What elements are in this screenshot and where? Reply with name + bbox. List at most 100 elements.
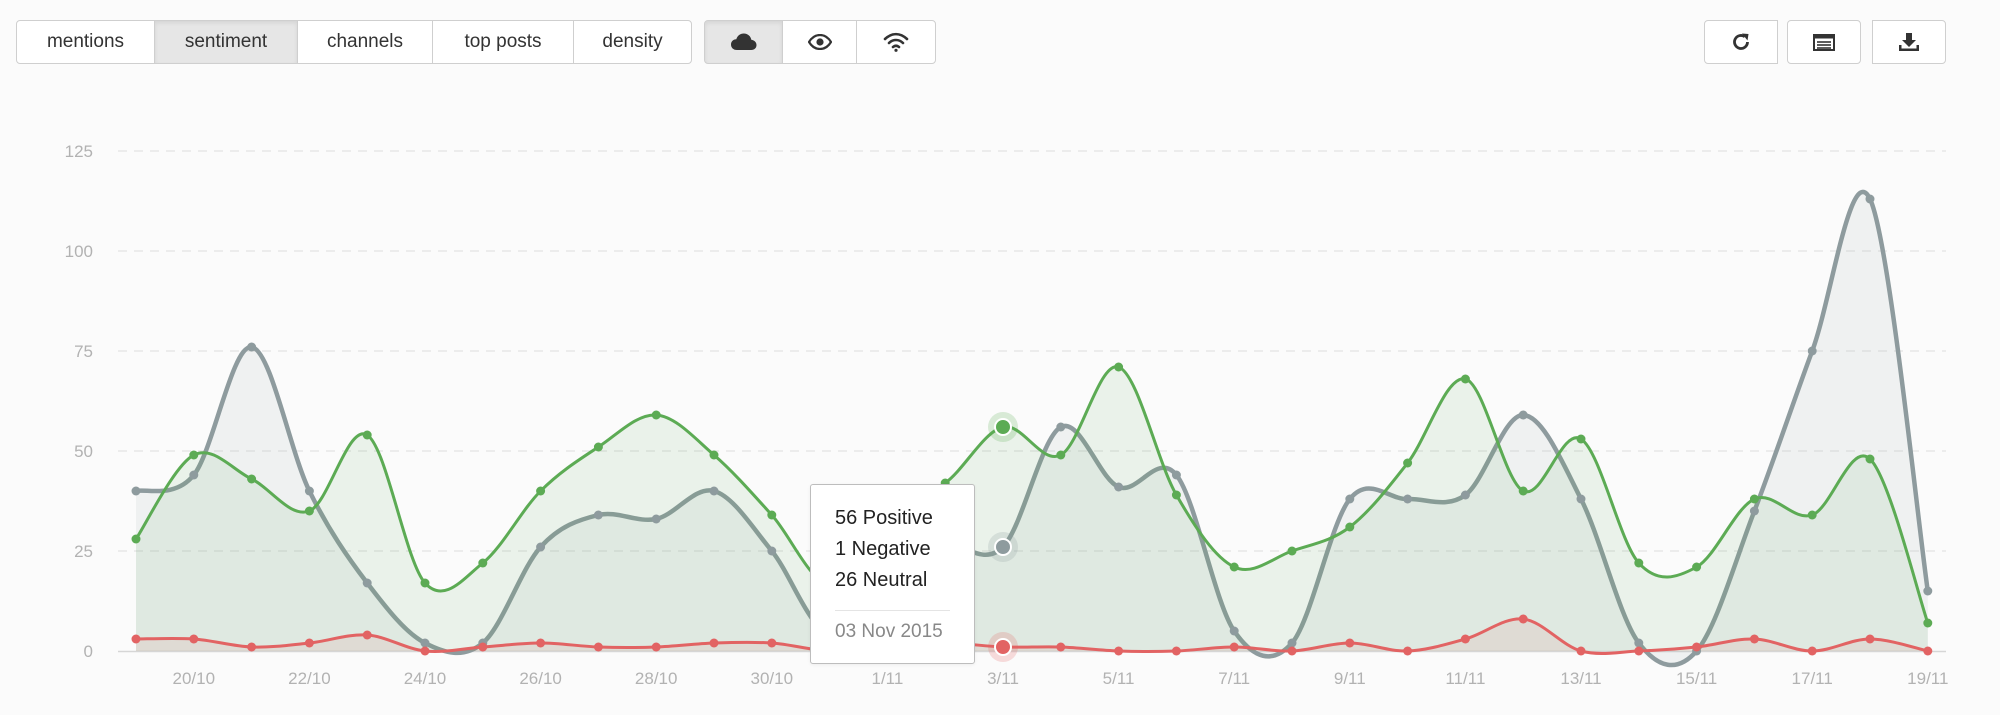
data-point-positive <box>1576 434 1586 444</box>
x-tick-label: 13/11 <box>1560 669 1601 688</box>
tab-mentions[interactable]: mentions <box>16 20 155 64</box>
data-point-positive <box>1114 362 1124 372</box>
series-area-negative <box>136 618 1928 654</box>
series-area-neutral <box>136 191 1928 666</box>
data-point-positive <box>1518 486 1528 496</box>
view-toggle-group <box>704 20 936 64</box>
x-tick-label: 20/10 <box>173 669 216 688</box>
tab-density[interactable]: density <box>573 20 692 64</box>
tooltip-divider <box>835 610 950 611</box>
data-point-neutral <box>1518 410 1528 420</box>
data-point-negative <box>1923 646 1933 656</box>
data-point-negative <box>651 642 661 652</box>
data-point-negative <box>362 630 372 640</box>
data-point-positive <box>1634 558 1644 568</box>
x-tick-label: 11/11 <box>1445 669 1485 688</box>
data-point-neutral <box>536 542 546 552</box>
x-tick-label: 15/11 <box>1676 669 1717 688</box>
data-point-positive <box>1807 510 1817 520</box>
data-point-positive <box>767 510 777 520</box>
y-tick-label: 125 <box>65 142 93 161</box>
tooltip-neutral: 26 Neutral <box>835 569 928 591</box>
data-point-positive <box>304 506 314 516</box>
highlight-point-positive <box>994 418 1012 436</box>
series-line-neutral <box>135 189 1931 668</box>
series-line-negative <box>135 617 1929 656</box>
data-point-positive <box>420 578 430 588</box>
x-tick-label: 9/11 <box>1334 669 1366 688</box>
x-tick-label: 22/10 <box>288 669 331 688</box>
data-point-neutral <box>1923 586 1933 596</box>
data-point-neutral <box>651 514 661 524</box>
data-point-positive <box>362 430 372 440</box>
data-point-negative <box>767 638 777 648</box>
y-tick-label: 50 <box>74 442 93 461</box>
data-point-negative <box>1865 634 1875 644</box>
y-tick-label: 75 <box>74 342 93 361</box>
refresh-icon <box>1731 32 1751 52</box>
data-point-negative <box>1460 634 1470 644</box>
data-point-negative <box>536 638 546 648</box>
data-point-negative <box>478 642 488 652</box>
cloud-icon <box>730 33 757 51</box>
x-tick-label: 3/11 <box>987 669 1019 688</box>
x-tick-label: 19/11 <box>1907 669 1948 688</box>
data-point-positive <box>1229 562 1239 572</box>
data-point-negative <box>1749 634 1759 644</box>
data-point-negative <box>1345 638 1355 648</box>
data-point-positive <box>1171 490 1181 500</box>
data-point-negative <box>131 634 141 644</box>
data-point-neutral <box>1749 506 1759 516</box>
data-point-positive <box>1403 458 1413 468</box>
y-tick-label: 25 <box>74 542 93 561</box>
x-tick-label: 28/10 <box>635 669 678 688</box>
data-point-negative <box>304 638 314 648</box>
tooltip-negative: 1 Negative <box>835 538 931 560</box>
tab-top-posts[interactable]: top posts <box>432 20 574 64</box>
data-point-neutral <box>420 638 430 648</box>
data-point-negative <box>1056 642 1066 652</box>
table-icon <box>1813 33 1835 51</box>
data-point-neutral <box>1345 494 1355 504</box>
data-point-negative <box>189 634 199 644</box>
eye-icon <box>807 34 832 50</box>
y-tick-label: 100 <box>65 242 93 261</box>
tab-channels[interactable]: channels <box>297 20 433 64</box>
data-point-positive <box>131 534 141 544</box>
data-point-negative <box>709 638 719 648</box>
data-point-neutral <box>189 470 199 480</box>
data-point-neutral <box>1403 494 1413 504</box>
sentiment-tabs: mentions sentiment channels top posts densit… <box>16 20 692 64</box>
data-point-positive <box>651 410 661 420</box>
data-point-negative <box>1634 646 1644 656</box>
wifi-icon <box>883 32 909 52</box>
data-point-negative <box>1171 646 1181 656</box>
data-point-positive <box>1056 450 1066 460</box>
data-point-positive <box>1749 494 1759 504</box>
eye-view-button[interactable] <box>782 20 857 64</box>
download-icon <box>1898 32 1920 52</box>
data-point-positive <box>536 486 546 496</box>
data-point-neutral <box>1634 638 1644 648</box>
wifi-view-button[interactable] <box>856 20 936 64</box>
data-point-positive <box>1345 522 1355 532</box>
refresh-button[interactable] <box>1704 20 1778 64</box>
data-point-neutral <box>1171 470 1181 480</box>
data-point-neutral <box>1287 638 1297 648</box>
data-point-neutral <box>709 486 719 496</box>
y-tick-label: 0 <box>84 642 93 661</box>
data-point-neutral <box>593 510 603 520</box>
data-point-neutral <box>1807 346 1817 356</box>
tab-sentiment[interactable]: sentiment <box>154 20 298 64</box>
download-button[interactable] <box>1872 20 1946 64</box>
data-point-negative <box>1287 646 1297 656</box>
x-tick-label: 17/11 <box>1792 669 1833 688</box>
table-button[interactable] <box>1787 20 1861 64</box>
data-point-negative <box>1403 646 1413 656</box>
x-tick-label: 24/10 <box>404 669 447 688</box>
data-point-neutral <box>767 546 777 556</box>
x-tick-label: 5/11 <box>1103 669 1135 688</box>
data-point-negative <box>420 646 430 656</box>
data-point-positive <box>247 474 257 484</box>
